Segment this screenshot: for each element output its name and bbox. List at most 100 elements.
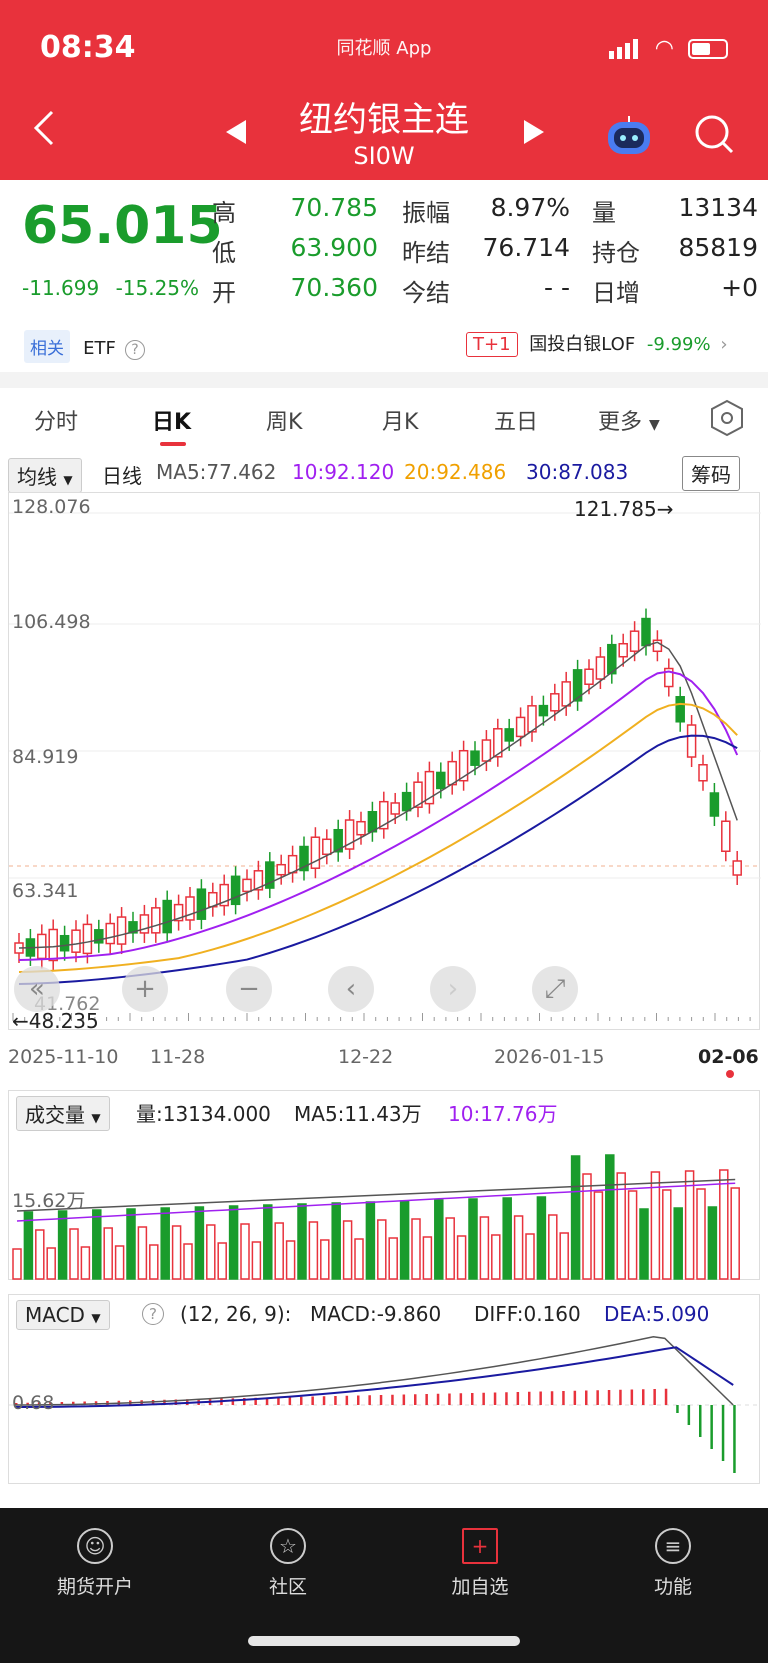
chevron-left-icon: ‹ — [345, 974, 357, 1004]
help-icon[interactable]: ? — [142, 1303, 164, 1325]
footer-open-account[interactable]: ☺ 期货开户 — [30, 1528, 160, 1599]
robot-assistant-button[interactable] — [604, 114, 654, 162]
caret-down-icon: ▼ — [91, 1311, 101, 1325]
help-icon[interactable]: ? — [124, 340, 145, 360]
scroll-left-button[interactable]: ‹ — [328, 966, 374, 1012]
fullscreen-button[interactable]: ⤢ — [532, 966, 578, 1012]
footer-community[interactable]: ☆ 社区 — [223, 1528, 353, 1599]
candle-body — [276, 863, 286, 876]
macd-value: MACD:-9.860 — [310, 1302, 442, 1326]
tab-five-day[interactable]: 五日 — [494, 410, 539, 435]
volume-value: 量:13134.000 — [136, 1102, 271, 1126]
candle-body — [48, 928, 58, 962]
macd-bar — [630, 1389, 634, 1405]
open-interest-value: 85819 — [678, 233, 758, 262]
candle-body — [344, 819, 355, 850]
scroll-start-button[interactable]: « — [14, 966, 60, 1012]
section-divider — [0, 372, 768, 388]
volume-tick-label: 15.62万 — [12, 1190, 86, 1212]
volume-bar — [411, 1218, 421, 1280]
macd-bar — [528, 1391, 531, 1405]
footer-label: 加自选 — [451, 1576, 509, 1598]
tab-intraday[interactable]: 分时 — [34, 410, 79, 435]
volume-bar — [365, 1201, 376, 1280]
volume-bar — [308, 1221, 319, 1280]
change-amount: -11.699 — [22, 276, 100, 300]
macd-bar — [642, 1389, 645, 1405]
macd-bar — [26, 1402, 29, 1405]
candle-body — [664, 667, 674, 688]
user-card-icon: ☺ — [77, 1528, 113, 1564]
volume-bar — [149, 1244, 159, 1280]
zoom-in-button[interactable]: + — [122, 966, 168, 1012]
macd-bar — [94, 1401, 98, 1405]
volume-bar — [445, 1217, 455, 1280]
plus-square-icon: + — [462, 1528, 498, 1564]
etf-link[interactable]: ETF — [83, 338, 116, 359]
footer-functions[interactable]: ≡ 功能 — [608, 1528, 738, 1599]
volume-panel[interactable] — [8, 1090, 760, 1280]
status-time: 08:34 — [40, 30, 136, 65]
min-price-marker: ←48.235 — [12, 1009, 99, 1033]
candle-body — [515, 716, 526, 738]
volume-bar — [342, 1220, 353, 1280]
candle-body — [82, 923, 93, 955]
candle-body — [732, 860, 742, 876]
y-tick-label: 128.076 — [12, 496, 91, 518]
ma10-line — [18, 670, 739, 961]
macd-bar — [277, 1397, 280, 1405]
macd-bar — [699, 1405, 702, 1437]
scroll-right-button[interactable]: › — [430, 966, 476, 1012]
oi-change-value: +0 — [721, 273, 758, 302]
candle-body — [607, 643, 617, 675]
volume-select[interactable]: 成交量 ▼ — [16, 1096, 110, 1131]
prev-settle-label: 昨结 — [402, 239, 450, 267]
volume-select-label: 成交量 — [25, 1103, 85, 1127]
indicator-select[interactable]: 均线 ▼ — [8, 458, 82, 493]
volume-ma5-line — [16, 1178, 736, 1212]
ma5-value: MA5:77.462 — [156, 460, 277, 484]
volume-bar — [183, 1243, 193, 1280]
related-fund-link[interactable]: T+1 国投白银LOF -9.99% › — [466, 330, 728, 357]
kline-chart-panel[interactable] — [8, 492, 761, 1030]
tab-weekly-k[interactable]: 周K — [266, 410, 303, 435]
related-tag: 相关 — [24, 330, 70, 363]
candle-body — [105, 922, 115, 945]
tab-more[interactable]: 更多 ▼ — [598, 404, 660, 436]
candle-body — [162, 899, 172, 934]
volume-bar — [650, 1171, 661, 1280]
settle-value: - - — [544, 273, 570, 302]
search-button[interactable] — [692, 112, 736, 160]
volume-bar — [69, 1228, 79, 1280]
macd-bar — [619, 1389, 622, 1405]
macd-bar — [733, 1405, 736, 1473]
triangle-left-icon — [226, 120, 246, 144]
volume-bar — [331, 1202, 341, 1280]
macd-bar — [288, 1397, 292, 1405]
candle-body — [675, 696, 685, 723]
volume-bar — [320, 1239, 330, 1280]
candle-body — [618, 642, 628, 658]
volume-bar — [114, 1245, 125, 1280]
back-button[interactable] — [30, 108, 60, 152]
macd-bar — [653, 1389, 656, 1405]
macd-bar — [493, 1392, 497, 1405]
tab-monthly-k[interactable]: 月K — [382, 410, 419, 435]
chip-distribution-button[interactable]: 筹码 — [682, 456, 740, 491]
ma20-line — [18, 702, 738, 973]
candle-body — [698, 764, 708, 782]
zoom-out-button[interactable]: − — [226, 966, 272, 1012]
footer-add-watchlist[interactable]: + 加自选 — [415, 1528, 545, 1599]
max-price-marker: 121.785→ — [574, 497, 674, 521]
prev-contract-button[interactable] — [224, 118, 248, 150]
tab-daily-k[interactable]: 日K — [152, 410, 192, 435]
volume-bar — [251, 1241, 262, 1280]
candle-body — [367, 811, 378, 833]
volume-legend: 成交量 ▼ 量:13134.000 MA5:11.43万 10:17.76万 — [0, 1096, 768, 1131]
volume-bar — [479, 1216, 490, 1280]
macd-select[interactable]: MACD ▼ — [16, 1300, 110, 1330]
macd-panel[interactable] — [8, 1294, 761, 1484]
settings-hexagon-icon[interactable] — [708, 398, 746, 438]
next-contract-button[interactable] — [522, 118, 546, 150]
open-value: 70.360 — [290, 273, 378, 302]
